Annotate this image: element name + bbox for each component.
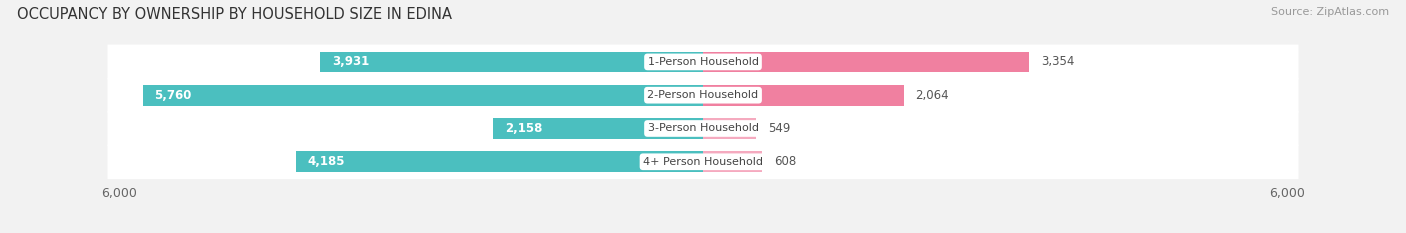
Text: 608: 608 — [773, 155, 796, 168]
Text: 3,931: 3,931 — [332, 55, 370, 69]
Bar — [703, 118, 756, 139]
Text: 4+ Person Household: 4+ Person Household — [643, 157, 763, 167]
Text: 549: 549 — [768, 122, 790, 135]
Bar — [703, 151, 762, 172]
FancyBboxPatch shape — [107, 111, 1299, 146]
Text: 5,760: 5,760 — [155, 89, 191, 102]
FancyBboxPatch shape — [107, 78, 1299, 113]
FancyBboxPatch shape — [107, 144, 1299, 179]
Text: 4,185: 4,185 — [308, 155, 344, 168]
Text: Source: ZipAtlas.com: Source: ZipAtlas.com — [1271, 7, 1389, 17]
Bar — [703, 85, 904, 106]
Bar — [321, 51, 703, 72]
Text: 2,064: 2,064 — [915, 89, 949, 102]
Text: 2,158: 2,158 — [505, 122, 543, 135]
Text: OCCUPANCY BY OWNERSHIP BY HOUSEHOLD SIZE IN EDINA: OCCUPANCY BY OWNERSHIP BY HOUSEHOLD SIZE… — [17, 7, 451, 22]
Text: 3-Person Household: 3-Person Household — [648, 123, 758, 134]
Bar — [295, 151, 703, 172]
Bar — [142, 85, 703, 106]
Text: 3,354: 3,354 — [1040, 55, 1074, 69]
Text: 2-Person Household: 2-Person Household — [647, 90, 759, 100]
Text: 1-Person Household: 1-Person Household — [648, 57, 758, 67]
Bar — [703, 51, 1029, 72]
Bar — [494, 118, 703, 139]
FancyBboxPatch shape — [107, 45, 1299, 79]
